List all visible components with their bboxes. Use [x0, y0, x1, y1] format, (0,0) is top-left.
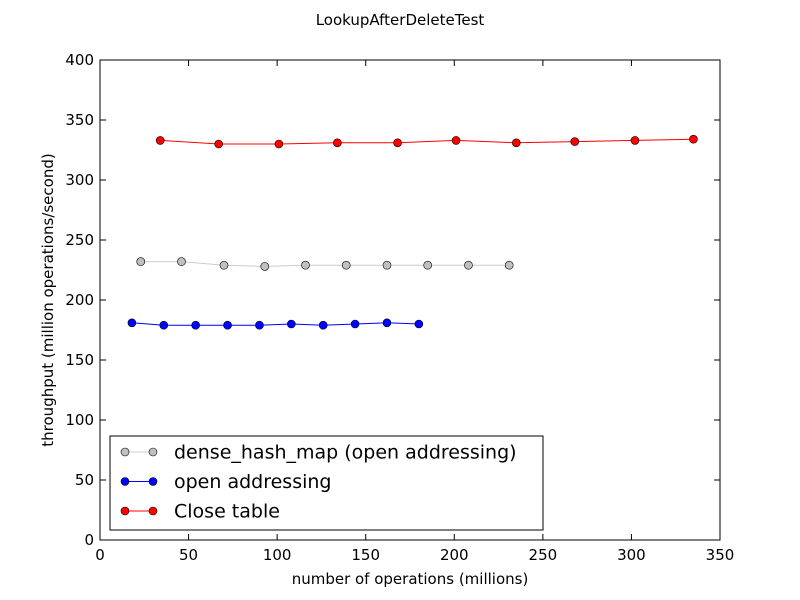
legend-marker	[120, 447, 130, 457]
series-point-1	[414, 319, 424, 329]
series-point-1	[159, 320, 169, 330]
x-axis: 0 50 100 150 200 250 300 350	[95, 60, 734, 564]
series-point-1	[191, 320, 200, 330]
series-point-2	[214, 139, 223, 149]
series-point-1	[255, 320, 264, 330]
series-point-0	[423, 260, 433, 270]
y-tick-label: 400	[65, 51, 94, 69]
x-tick-label: 200	[440, 546, 469, 564]
series-point-2	[630, 136, 640, 145]
series-point-0	[219, 260, 229, 270]
series-point-0	[260, 262, 270, 271]
y-axis: 0 50 100 150 200 250 300 350 400	[65, 51, 720, 549]
series-point-0	[301, 260, 310, 270]
y-tick-label: 0	[84, 531, 94, 549]
y-tick-label: 350	[65, 111, 94, 129]
series-point-1	[223, 320, 232, 330]
x-tick-label: 0	[95, 546, 105, 564]
legend-label-0: dense_hash_map (open addressing)	[174, 442, 517, 464]
legend-marker	[120, 506, 130, 516]
series-point-0	[177, 257, 186, 266]
x-tick-label: 350	[706, 546, 735, 564]
y-tick-label: 50	[75, 471, 94, 489]
series-point-1	[127, 318, 137, 328]
series-point-2	[274, 139, 284, 149]
x-tick-label: 50	[179, 546, 198, 564]
series-point-0	[464, 260, 473, 270]
legend-marker	[148, 506, 158, 516]
plot-series	[127, 134, 698, 330]
series-point-1	[350, 319, 360, 329]
x-axis-label: number of operations (millions)	[292, 570, 529, 588]
x-tick-label: 250	[529, 546, 558, 564]
series-point-2	[393, 138, 402, 148]
series-point-2	[451, 136, 461, 145]
series-line-1	[131, 322, 419, 326]
series-line-0	[140, 261, 510, 267]
series-point-0	[382, 260, 392, 270]
y-tick-label: 100	[65, 411, 94, 429]
legend-label-1: open addressing	[174, 471, 331, 493]
legend-marker	[148, 447, 158, 457]
y-tick-label: 300	[65, 171, 94, 189]
series-point-0	[504, 260, 514, 270]
legend-label-2: Close table	[174, 501, 280, 523]
series-line-2	[160, 138, 694, 145]
series-point-0	[341, 260, 351, 270]
legend: dense_hash_map (open addressing) open add…	[109, 435, 544, 531]
legend-marker	[120, 477, 130, 486]
y-axis-label: throughput (million operations/second)	[39, 153, 57, 446]
x-tick-label: 100	[263, 546, 292, 564]
y-tick-label: 200	[65, 291, 94, 309]
series-point-2	[511, 138, 521, 148]
legend-frame	[109, 435, 544, 531]
legend-marker	[148, 477, 158, 486]
series-point-1	[382, 318, 392, 328]
series-point-2	[333, 138, 342, 148]
x-tick-label: 150	[351, 546, 380, 564]
plot-frame	[99, 59, 721, 541]
series-point-2	[689, 134, 698, 144]
chart-title: LookupAfterDeleteTest	[316, 11, 485, 29]
y-tick-label: 150	[65, 351, 94, 369]
series-point-0	[136, 257, 146, 266]
x-tick-label: 300	[617, 546, 646, 564]
series-point-2	[155, 136, 165, 145]
series-point-1	[318, 320, 328, 330]
series-point-2	[570, 137, 580, 146]
series-point-1	[287, 319, 296, 329]
y-tick-label: 250	[65, 231, 94, 249]
